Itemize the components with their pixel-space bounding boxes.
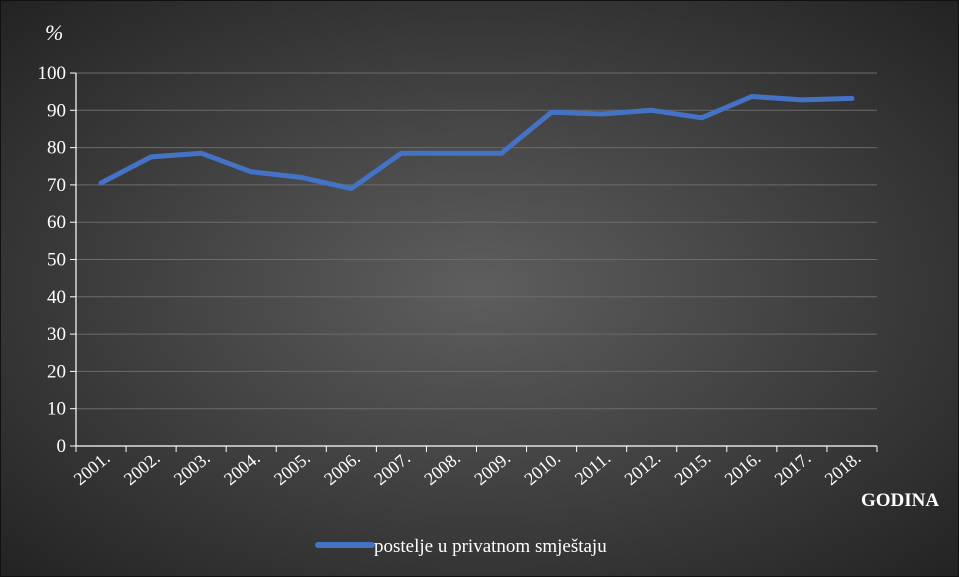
y-axis-title: % <box>45 20 63 45</box>
legend: postelje u privatnom smještaju <box>315 536 607 557</box>
data-point <box>699 115 704 120</box>
data-point <box>499 150 504 156</box>
y-tick-label: 50 <box>47 250 66 271</box>
data-point <box>148 154 154 160</box>
data-point <box>799 97 805 103</box>
data-point <box>249 169 254 175</box>
data-point <box>299 175 304 180</box>
data-point <box>399 150 404 156</box>
y-tick-label: 60 <box>47 212 66 233</box>
y-tick-label: 90 <box>47 100 66 121</box>
data-point <box>349 186 354 191</box>
y-tick-label: 70 <box>47 175 66 196</box>
y-tick-labels: 0 10 20 30 40 50 60 70 80 90 100 <box>38 63 67 457</box>
y-tick-label: 100 <box>38 63 67 84</box>
data-point <box>549 109 554 115</box>
data-point <box>599 111 604 117</box>
data-point <box>649 108 654 113</box>
data-point <box>198 150 204 156</box>
y-tick-label: 80 <box>47 138 66 159</box>
y-tick-label: 10 <box>47 399 66 420</box>
y-tick-label: 20 <box>47 361 66 382</box>
legend-label: postelje u privatnom smještaju <box>374 536 607 557</box>
y-tick-label: 40 <box>47 287 66 308</box>
x-axis-title: GODINA <box>861 490 939 511</box>
series-lines <box>98 94 855 192</box>
data-point <box>449 150 454 156</box>
axes <box>70 72 878 452</box>
y-tick-label: 30 <box>47 324 66 345</box>
data-point <box>98 180 104 186</box>
series-line <box>98 94 855 192</box>
gridlines <box>76 72 877 410</box>
y-tick-label: 0 <box>57 436 67 457</box>
data-point <box>749 94 755 99</box>
data-point <box>849 96 855 101</box>
